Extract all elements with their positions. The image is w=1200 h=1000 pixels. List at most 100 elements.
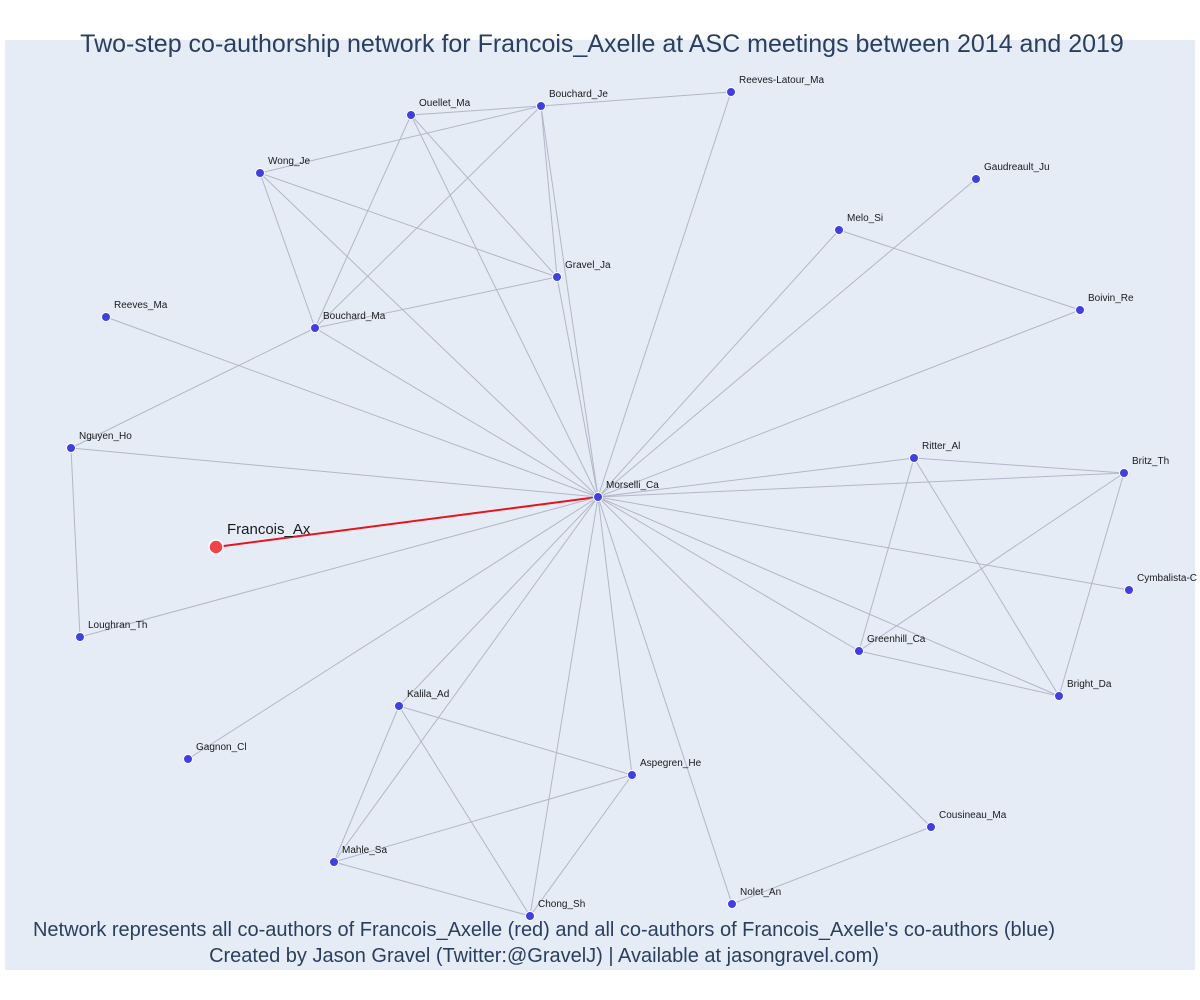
- node-label-morselli-ca: Morselli_Ca: [606, 480, 659, 491]
- edge-britz-th-bright-da: [1058, 472, 1125, 697]
- edge-morselli-ca-bouchard-je: [540, 105, 599, 498]
- node-label-bouchard-ma: Bouchard_Ma: [323, 311, 386, 322]
- node-label-bouchard-je: Bouchard_Je: [549, 89, 608, 100]
- edge-ouellet-ma-bouchard-ma: [314, 114, 412, 329]
- node-cymbalista-c[interactable]: [1124, 585, 1134, 595]
- edge-morselli-ca-boivin-re: [597, 309, 1081, 498]
- edge-kalila-ad-mahle-sa: [333, 705, 400, 863]
- edge-morselli-ca-gaudreault-ju: [597, 178, 977, 498]
- node-label-gagnon-cl: Gagnon_Cl: [196, 742, 247, 753]
- node-bouchard-je[interactable]: [536, 101, 546, 111]
- chart-title: Two-step co-authorship network for Franc…: [80, 30, 1124, 58]
- node-boivin-re[interactable]: [1075, 305, 1085, 315]
- node-morselli-ca[interactable]: [593, 492, 603, 502]
- caption-line-1: Network represents all co-authors of Fra…: [32, 919, 1056, 941]
- caption-line-2: Created by Jason Gravel (Twitter:@Gravel…: [209, 945, 879, 967]
- node-greenhill-ca[interactable]: [854, 646, 864, 656]
- edge-morselli-ca-aspegren-he: [597, 496, 633, 776]
- edge-morselli-ca-cymbalista-c: [597, 496, 1130, 591]
- node-bouchard-ma[interactable]: [310, 323, 320, 333]
- node-gagnon-cl[interactable]: [183, 754, 193, 764]
- edge-bouchard-je-reeves-latour-ma: [540, 91, 732, 107]
- edge-morselli-ca-reeves-ma: [105, 316, 599, 498]
- node-kalila-ad[interactable]: [394, 701, 404, 711]
- edge-bouchard-je-gravel-ja: [540, 105, 558, 278]
- node-gravel-ja[interactable]: [552, 272, 562, 282]
- nodes-layer: [66, 87, 1134, 921]
- node-reeves-latour-ma[interactable]: [726, 87, 736, 97]
- node-label-reeves-latour-ma: Reeves-Latour_Ma: [739, 75, 824, 86]
- node-bright-da[interactable]: [1054, 691, 1064, 701]
- node-label-ritter-al: Ritter_Al: [922, 441, 960, 452]
- node-francois-ax[interactable]: [208, 539, 224, 555]
- node-label-loughran-th: Loughran_Th: [88, 620, 148, 631]
- plot-background: [5, 40, 1195, 970]
- node-label-cymbalista-c: Cymbalista-C: [1137, 573, 1197, 584]
- caption: Network represents all co-authors of Fra…: [0, 917, 1088, 969]
- node-label-kalila-ad: Kalila_Ad: [407, 689, 449, 700]
- node-mahle-sa[interactable]: [329, 857, 339, 867]
- node-chong-sh[interactable]: [525, 911, 535, 921]
- node-wong-je[interactable]: [255, 168, 265, 178]
- edges-layer: [70, 91, 1130, 917]
- node-label-aspegren-he: Aspegren_He: [640, 758, 702, 769]
- edge-morselli-ca-bouchard-ma: [314, 327, 599, 498]
- edge-wong-je-gravel-ja: [259, 172, 558, 278]
- node-aspegren-he[interactable]: [627, 770, 637, 780]
- node-label-melo-si: Melo_Si: [847, 213, 883, 224]
- node-label-reeves-ma: Reeves_Ma: [114, 300, 168, 311]
- edge-kalila-ad-aspegren-he: [398, 705, 633, 776]
- edge-kalila-ad-chong-sh: [398, 705, 531, 917]
- edge-morselli-ca-gagnon-cl: [187, 496, 599, 760]
- edge-bouchard-ma-nguyen-ho: [70, 327, 316, 449]
- node-label-nguyen-ho: Nguyen_Ho: [79, 431, 132, 442]
- node-reeves-ma[interactable]: [101, 312, 111, 322]
- node-label-greenhill-ca: Greenhill_Ca: [867, 634, 926, 645]
- node-label-bright-da: Bright_Da: [1067, 679, 1112, 690]
- edge-ouellet-ma-gravel-ja: [410, 114, 558, 278]
- node-label-cousineau-ma: Cousineau_Ma: [939, 810, 1007, 821]
- edge-ouellet-ma-bouchard-je: [410, 105, 542, 116]
- edge-greenhill-ca-bright-da: [858, 650, 1060, 697]
- edge-francois-ax-morselli-ca: [215, 496, 599, 548]
- edge-morselli-ca-greenhill-ca: [597, 496, 860, 652]
- edge-wong-je-bouchard-ma: [259, 172, 316, 329]
- node-label-britz-th: Britz_Th: [1132, 456, 1169, 467]
- node-loughran-th[interactable]: [75, 632, 85, 642]
- edge-morselli-ca-gravel-ja: [556, 276, 599, 498]
- edge-morselli-ca-ouellet-ma: [410, 114, 599, 498]
- edge-morselli-ca-wong-je: [259, 172, 599, 498]
- node-label-boivin-re: Boivin_Re: [1088, 293, 1134, 304]
- edge-bouchard-je-wong-je: [259, 105, 542, 174]
- edge-morselli-ca-ritter-al: [597, 457, 915, 498]
- edge-aspegren-he-mahle-sa: [333, 774, 633, 863]
- node-label-nolet-an: Nolet_An: [740, 887, 781, 898]
- node-label-francois-ax: Francois_Ax: [227, 521, 311, 538]
- edge-ritter-al-bright-da: [913, 457, 1060, 697]
- node-label-ouellet-ma: Ouellet_Ma: [419, 98, 471, 109]
- edge-morselli-ca-nguyen-ho: [70, 447, 599, 498]
- node-gaudreault-ju[interactable]: [971, 174, 981, 184]
- edge-morselli-ca-bright-da: [597, 496, 1060, 697]
- node-melo-si[interactable]: [834, 225, 844, 235]
- node-label-gaudreault-ju: Gaudreault_Ju: [984, 162, 1050, 173]
- edge-morselli-ca-chong-sh: [529, 496, 599, 917]
- node-britz-th[interactable]: [1119, 468, 1129, 478]
- edge-nolet-an-cousineau-ma: [731, 826, 932, 905]
- node-ouellet-ma[interactable]: [406, 110, 416, 120]
- node-label-chong-sh: Chong_Sh: [538, 899, 585, 910]
- node-nguyen-ho[interactable]: [66, 443, 76, 453]
- edge-aspegren-he-chong-sh: [529, 774, 633, 917]
- node-label-wong-je: Wong_Je: [268, 156, 311, 167]
- node-ritter-al[interactable]: [909, 453, 919, 463]
- node-label-gravel-ja: Gravel_Ja: [565, 260, 611, 271]
- edge-morselli-ca-cousineau-ma: [597, 496, 932, 828]
- edge-mahle-sa-chong-sh: [333, 861, 531, 917]
- edge-morselli-ca-kalila-ad: [398, 496, 599, 707]
- edge-morselli-ca-nolet-an: [597, 496, 733, 905]
- node-cousineau-ma[interactable]: [926, 822, 936, 832]
- node-nolet-an[interactable]: [727, 899, 737, 909]
- edge-nguyen-ho-loughran-th: [70, 447, 81, 638]
- node-label-mahle-sa: Mahle_Sa: [342, 845, 387, 856]
